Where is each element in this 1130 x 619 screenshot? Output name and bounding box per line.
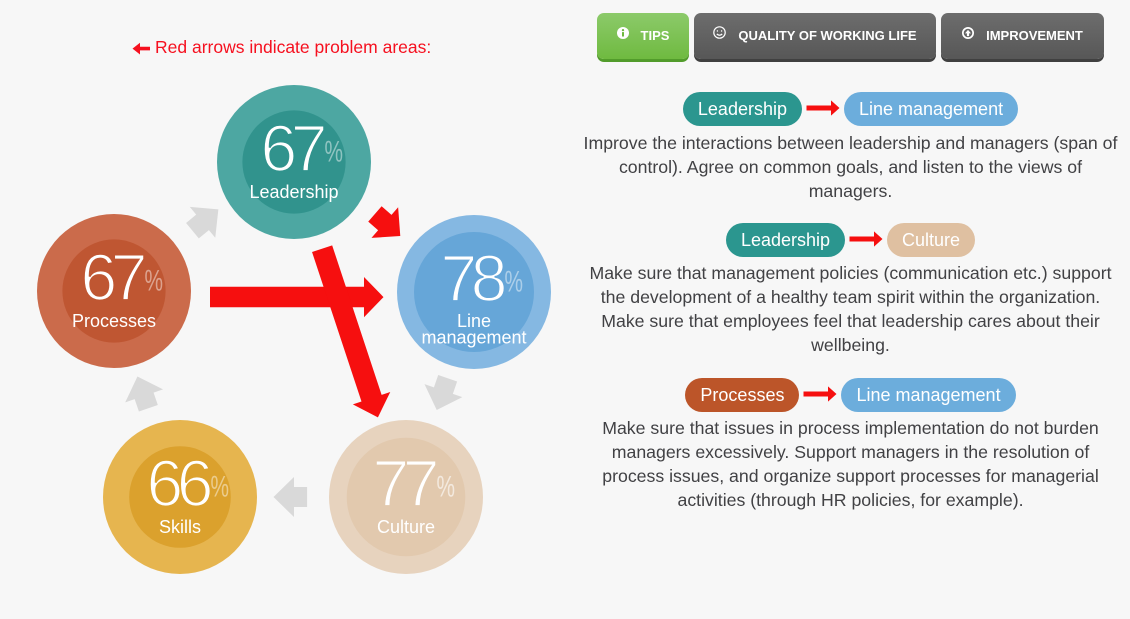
svg-text:%: % <box>145 265 164 298</box>
svg-text:%: % <box>505 266 524 299</box>
svg-text:Skills: Skills <box>159 517 201 537</box>
svg-text:77: 77 <box>373 446 440 520</box>
svg-text:Leadership: Leadership <box>249 182 338 202</box>
svg-text:67: 67 <box>81 240 148 314</box>
svg-text:%: % <box>437 471 456 504</box>
svg-text:Processes: Processes <box>72 311 156 331</box>
svg-text:management: management <box>421 328 526 348</box>
svg-text:Culture: Culture <box>377 517 435 537</box>
svg-text:67: 67 <box>261 111 328 185</box>
svg-text:%: % <box>211 471 230 504</box>
svg-text:Red arrows indicate problem ar: Red arrows indicate problem areas: <box>155 37 431 57</box>
svg-text:Line: Line <box>457 311 491 331</box>
svg-text:%: % <box>325 136 344 169</box>
svg-text:78: 78 <box>441 241 508 315</box>
svg-text:66: 66 <box>147 446 214 520</box>
